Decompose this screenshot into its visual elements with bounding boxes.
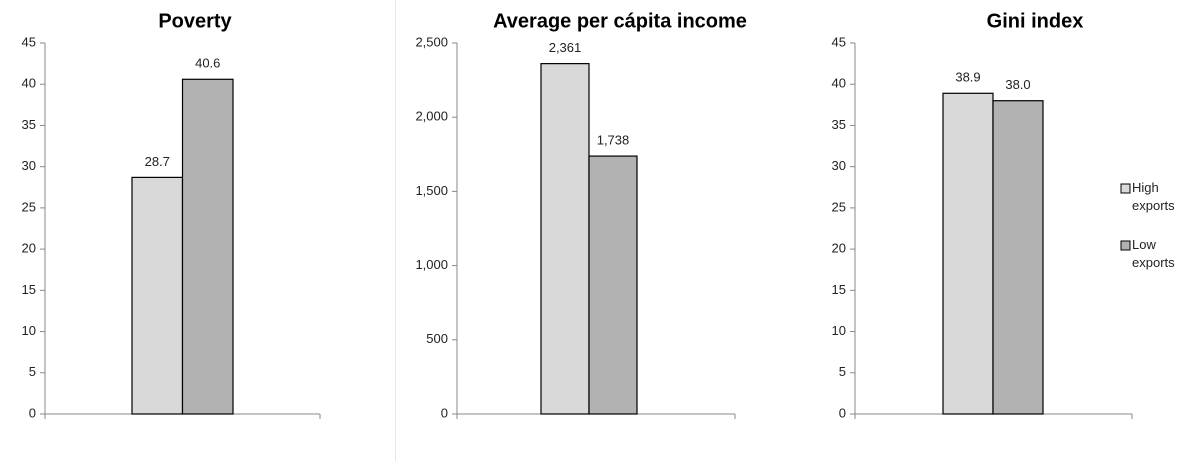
y-tick-label: 15 <box>832 282 846 297</box>
value-label: 38.9 <box>955 70 980 85</box>
y-tick-label: 35 <box>22 117 36 132</box>
y-tick-label: 25 <box>832 199 846 214</box>
bar <box>588 155 638 415</box>
y-tick-label: 1,500 <box>415 183 448 198</box>
y-tick-label: 40 <box>832 76 846 91</box>
y-tick-label: 15 <box>22 282 36 297</box>
legend-label: Low exports <box>1132 237 1175 270</box>
bar <box>181 78 234 415</box>
y-tick-label: 45 <box>22 34 36 49</box>
value-label: 38.0 <box>1005 77 1030 92</box>
y-tick-label: 0 <box>441 405 448 420</box>
bar <box>942 92 994 415</box>
value-label: 1,738 <box>597 133 630 148</box>
y-tick-label: 30 <box>832 158 846 173</box>
y-tick-label: 20 <box>832 241 846 256</box>
y-tick-label: 30 <box>22 158 36 173</box>
y-tick-label: 10 <box>22 323 36 338</box>
y-tick-label: 20 <box>22 241 36 256</box>
bar <box>131 176 184 415</box>
legend-item: Low exports <box>1132 237 1175 270</box>
y-tick-label: 45 <box>832 34 846 49</box>
y-tick-label: 500 <box>426 331 448 346</box>
legend-item: High exports <box>1132 180 1175 213</box>
y-tick-label: 25 <box>22 199 36 214</box>
y-tick-label: 40 <box>22 76 36 91</box>
legend-label: High exports <box>1132 180 1175 213</box>
chart-title: Poverty <box>158 10 232 32</box>
y-tick-label: 0 <box>839 405 846 420</box>
value-label: 28.7 <box>145 154 170 169</box>
value-label: 2,361 <box>549 40 582 55</box>
y-tick-label: 35 <box>832 117 846 132</box>
bar <box>540 63 590 415</box>
y-tick-label: 5 <box>839 364 846 379</box>
legend-swatch <box>1120 240 1131 251</box>
value-label: 40.6 <box>195 56 220 71</box>
chart-title: Gini index <box>987 10 1084 32</box>
y-tick-label: 2,500 <box>415 34 448 49</box>
chart-title: Average per cápita income <box>493 10 747 32</box>
bar <box>992 100 1044 415</box>
legend-swatch <box>1120 183 1131 194</box>
y-tick-label: 10 <box>832 323 846 338</box>
y-tick-label: 0 <box>29 405 36 420</box>
y-tick-label: 2,000 <box>415 109 448 124</box>
y-tick-label: 1,000 <box>415 257 448 272</box>
y-tick-label: 5 <box>29 364 36 379</box>
